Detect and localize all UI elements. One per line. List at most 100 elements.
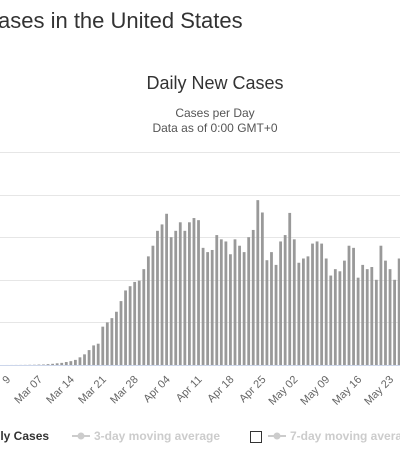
bar	[379, 245, 383, 365]
x-tick-label: May 23	[362, 374, 396, 408]
bar	[229, 254, 232, 365]
bar	[215, 235, 219, 365]
bar	[288, 212, 292, 365]
bar	[74, 359, 77, 365]
bar	[233, 239, 237, 365]
bar	[69, 361, 73, 365]
bar	[160, 224, 164, 365]
bar	[124, 290, 127, 365]
x-tick-label: May 16	[330, 374, 364, 408]
bar	[397, 258, 400, 365]
bar	[46, 364, 50, 365]
chart-subtitle: Cases per Day	[175, 106, 254, 120]
bar	[315, 241, 319, 365]
bar	[311, 243, 314, 365]
bar	[146, 256, 150, 365]
legend-label[interactable]: ily Cases	[0, 429, 49, 443]
bar	[192, 218, 196, 365]
bar	[201, 247, 205, 365]
x-tick-label: Mar 14	[44, 374, 77, 407]
bar	[297, 262, 301, 365]
bar	[142, 269, 146, 365]
bar	[306, 256, 310, 365]
bar	[110, 318, 114, 365]
bar	[242, 252, 246, 365]
bar	[219, 239, 223, 365]
legend-marker	[77, 432, 85, 440]
bar	[87, 350, 91, 365]
x-tick-label: May 09	[298, 374, 332, 408]
bar	[324, 258, 328, 365]
bar	[361, 264, 365, 365]
bar	[115, 311, 118, 365]
bar	[210, 249, 214, 365]
bar	[279, 241, 282, 365]
bar	[83, 354, 86, 365]
bar	[388, 269, 392, 365]
bar	[347, 245, 351, 365]
bar	[64, 362, 68, 365]
bar	[370, 267, 374, 365]
bar	[251, 229, 255, 365]
legend-label[interactable]: 3-day moving average	[94, 429, 220, 443]
bar	[137, 280, 141, 365]
x-tick-label: Mar 21	[76, 374, 109, 407]
x-tick-label: Apr 11	[174, 374, 205, 405]
x-tick-label: Mar 28	[108, 374, 141, 407]
bar	[169, 237, 173, 365]
chart-title: Daily New Cases	[146, 73, 283, 93]
bar	[302, 258, 305, 365]
bar	[256, 200, 260, 365]
legend-label[interactable]: 7-day moving avera	[290, 429, 400, 443]
bar	[156, 230, 159, 365]
bar	[197, 220, 200, 365]
bar	[260, 212, 264, 365]
bar	[51, 363, 54, 365]
x-tick-label: Mar 07	[12, 374, 45, 407]
bar	[96, 343, 100, 365]
bar	[178, 222, 182, 365]
x-tick-label: May 02	[266, 374, 300, 408]
bar	[165, 213, 168, 365]
bar	[224, 241, 228, 365]
bar	[101, 326, 105, 365]
checkbox[interactable]	[250, 431, 262, 443]
bar	[283, 235, 287, 365]
bar	[206, 252, 210, 365]
legend: ily Cases 3-day moving average 7-day mov…	[0, 429, 400, 443]
bar	[393, 279, 396, 365]
bar	[292, 239, 296, 365]
bar	[265, 260, 269, 365]
bar	[55, 363, 59, 365]
legend-marker	[273, 432, 281, 440]
bar	[174, 230, 178, 365]
bar	[105, 322, 109, 365]
bar	[238, 245, 241, 365]
bar	[78, 357, 82, 365]
bar	[247, 237, 251, 365]
x-tick-label: Apr 25	[237, 374, 268, 405]
bar	[128, 286, 132, 365]
bar	[356, 277, 360, 365]
bar	[333, 269, 337, 365]
page-title: ases in the United States	[0, 8, 243, 33]
bar	[338, 271, 342, 365]
bar	[365, 269, 369, 365]
bar	[133, 281, 137, 365]
bar	[151, 245, 155, 365]
bar	[92, 345, 96, 365]
bar	[188, 222, 191, 365]
bar	[274, 264, 278, 365]
bar	[343, 260, 346, 365]
bar	[329, 275, 333, 365]
x-tick-label: Apr 04	[141, 374, 172, 405]
bar	[352, 247, 355, 365]
bar	[320, 243, 324, 365]
bar	[384, 260, 387, 365]
chart-subtitle: Data as of 0:00 GMT+0	[152, 121, 277, 135]
bar	[119, 301, 123, 365]
bar	[270, 252, 273, 365]
x-tick-label: Apr 18	[205, 374, 236, 405]
bar	[42, 364, 45, 365]
